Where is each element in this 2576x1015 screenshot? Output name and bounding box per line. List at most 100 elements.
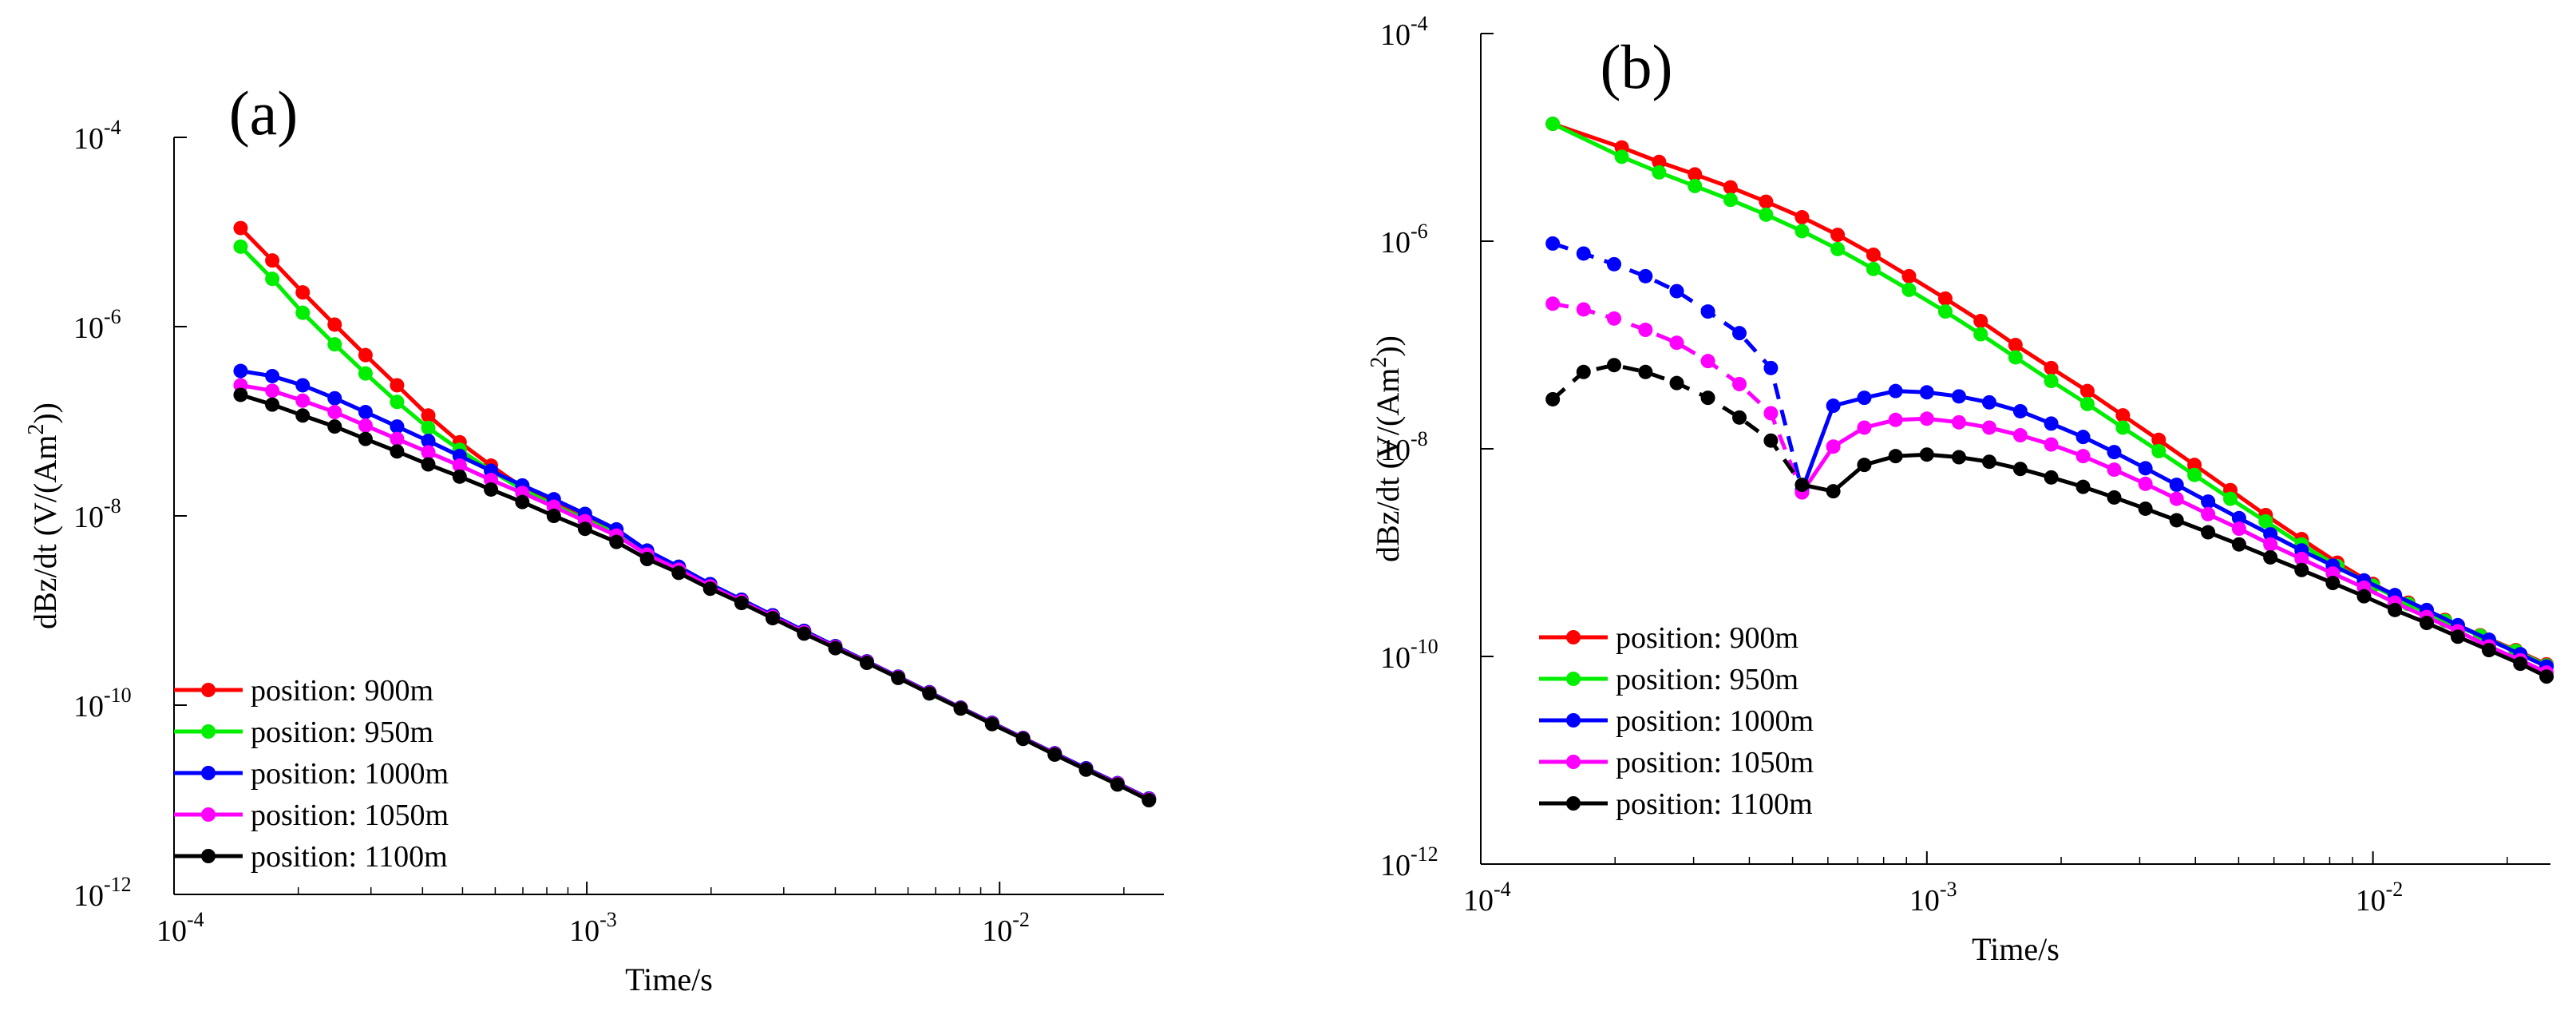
- legend-swatch-marker: [201, 849, 216, 863]
- data-point: [2420, 616, 2435, 631]
- data-point: [1700, 304, 1715, 319]
- x-axis-label: Time/s: [625, 961, 713, 997]
- legend-swatch-marker: [1566, 713, 1581, 728]
- data-point: [2079, 396, 2095, 411]
- legend-swatch-marker: [1566, 672, 1581, 686]
- data-point: [2263, 549, 2278, 565]
- data-point: [1078, 762, 1094, 777]
- data-point: [2115, 408, 2131, 423]
- legend-swatch-marker: [201, 683, 216, 697]
- data-point: [421, 420, 436, 435]
- legend-item: position: 1050m: [1539, 746, 1814, 779]
- chart-panel-b: 10-4 10-3 10-2 10-12 10-10 10-8 10-6 10-4 Time/s…: [1367, 12, 2554, 967]
- data-point: [358, 347, 373, 363]
- series-line: [239, 226, 1150, 801]
- data-point: [1826, 398, 1841, 414]
- data-point: [2231, 521, 2246, 537]
- data-point: [702, 581, 718, 597]
- y-tick-label: 10-8: [73, 494, 121, 534]
- data-point: [1700, 354, 1715, 369]
- data-point: [327, 337, 342, 352]
- data-point: [358, 366, 373, 381]
- data-point: [233, 387, 248, 402]
- data-point: [1981, 454, 1996, 470]
- data-point: [1669, 375, 1684, 391]
- data-point: [1951, 389, 1966, 404]
- data-point: [546, 509, 561, 523]
- data-point: [2107, 462, 2122, 478]
- data-point: [2075, 430, 2091, 445]
- data-point: [1731, 376, 1747, 391]
- data-point: [1857, 420, 1872, 435]
- data-point: [639, 552, 655, 567]
- data-point: [2075, 479, 2091, 494]
- y-tick-label: 10-6: [73, 305, 121, 345]
- legend-item: position: 900m: [174, 674, 433, 708]
- legend-swatch-marker: [201, 724, 216, 739]
- legend-label: position: 950m: [1616, 663, 1798, 696]
- data-point: [2231, 510, 2246, 525]
- y-tick-label: 10-8: [1380, 427, 1428, 467]
- data-point: [2539, 669, 2554, 684]
- data-point: [2201, 494, 2216, 509]
- data-point: [295, 305, 311, 320]
- data-point: [2450, 629, 2465, 644]
- data-point: [1576, 246, 1591, 261]
- data-point: [295, 408, 311, 423]
- legend-label: position: 900m: [1616, 621, 1798, 655]
- legend-label: position: 1000m: [251, 757, 449, 791]
- data-point: [1826, 484, 1841, 499]
- data-point: [1901, 268, 1917, 283]
- data-point: [327, 317, 342, 332]
- data-point: [2012, 428, 2028, 443]
- legend-label: position: 1050m: [251, 799, 449, 832]
- data-point: [1731, 326, 1747, 341]
- data-point: [1047, 747, 1062, 762]
- data-point: [2107, 445, 2122, 460]
- series-5: [233, 387, 1157, 808]
- data-point: [484, 482, 499, 497]
- data-point: [2294, 562, 2309, 577]
- data-point: [1607, 256, 1622, 272]
- data-point: [2138, 461, 2153, 476]
- data-point: [327, 391, 342, 406]
- x-tick-label: 10-4: [1463, 878, 1511, 918]
- data-point: [1545, 391, 1561, 406]
- legend-item: position: 1100m: [1539, 787, 1813, 821]
- legend-swatch-marker: [201, 807, 216, 822]
- data-point: [1652, 165, 1667, 180]
- data-point: [265, 368, 280, 383]
- x-tick-label: 10-4: [156, 908, 204, 948]
- data-point: [1700, 391, 1715, 406]
- data-point: [1888, 449, 1903, 464]
- y-tick-label: 10-4: [1380, 12, 1428, 52]
- data-point: [515, 494, 530, 509]
- data-point: [2044, 416, 2059, 431]
- data-point: [2263, 537, 2278, 552]
- series-line-dashed: [1552, 301, 1804, 494]
- x-tick-label: 10-3: [569, 908, 617, 948]
- data-point: [2115, 420, 2131, 435]
- data-point: [2201, 506, 2216, 521]
- data-point: [390, 431, 405, 446]
- panel-label: (b): [1601, 32, 1673, 101]
- legend-label: position: 1100m: [251, 840, 448, 874]
- data-point: [2151, 432, 2166, 447]
- data-point: [859, 656, 874, 671]
- data-point: [2169, 478, 2184, 493]
- data-point: [2187, 467, 2202, 482]
- series-5: [1545, 358, 2554, 684]
- data-point: [1110, 777, 1125, 792]
- data-point: [1830, 228, 1846, 243]
- legend-swatch-marker: [1566, 796, 1581, 811]
- data-point: [1607, 358, 1622, 373]
- data-point: [1723, 192, 1738, 208]
- data-point: [2201, 525, 2216, 540]
- panel-label: (a): [229, 78, 299, 148]
- data-point: [295, 378, 311, 393]
- data-point: [1888, 412, 1903, 427]
- data-point: [421, 445, 436, 460]
- data-point: [358, 418, 373, 433]
- data-point: [2258, 513, 2273, 529]
- data-point: [891, 670, 906, 685]
